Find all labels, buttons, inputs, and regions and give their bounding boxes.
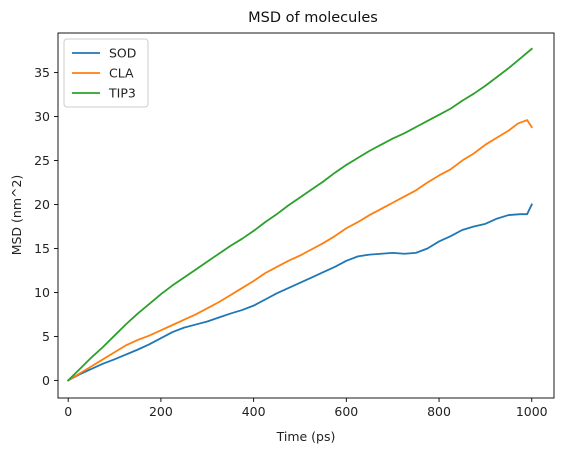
- y-tick-label: 5: [42, 329, 50, 344]
- y-tick-label: 30: [34, 109, 50, 124]
- x-tick-label: 600: [334, 404, 358, 419]
- series-line-cla: [66, 119, 533, 382]
- x-tick-label: 400: [242, 404, 266, 419]
- y-axis: 0 5 10 15 20 25 30 35: [34, 65, 58, 388]
- plot-lines: [66, 47, 534, 382]
- series-line-sod: [66, 203, 533, 382]
- y-tick-label: 15: [34, 241, 50, 256]
- y-tick-label: 35: [34, 65, 50, 80]
- legend-label-sod: SOD: [109, 46, 136, 61]
- plot-frame: [57, 32, 555, 399]
- legend-label-tip3: TIP3: [108, 86, 136, 101]
- y-tick-label: 0: [42, 373, 50, 388]
- x-axis-title: Time (ps): [276, 429, 336, 444]
- chart-title: MSD of molecules: [248, 10, 378, 26]
- x-tick-label: 800: [427, 404, 451, 419]
- x-axis: 0 200 400 600 800 1000: [64, 398, 548, 419]
- y-axis-title: MSD (nm^2): [9, 175, 24, 256]
- x-tick-label: 1000: [516, 404, 548, 419]
- legend: SOD CLA TIP3: [63, 38, 149, 108]
- legend-label-cla: CLA: [109, 66, 134, 81]
- legend-box: [63, 38, 149, 108]
- y-tick-label: 10: [34, 285, 50, 300]
- y-tick-label: 25: [34, 153, 50, 168]
- x-tick-label: 0: [64, 404, 72, 419]
- x-tick-label: 200: [149, 404, 173, 419]
- series-line-tip3: [66, 47, 534, 382]
- y-tick-label: 20: [34, 197, 50, 212]
